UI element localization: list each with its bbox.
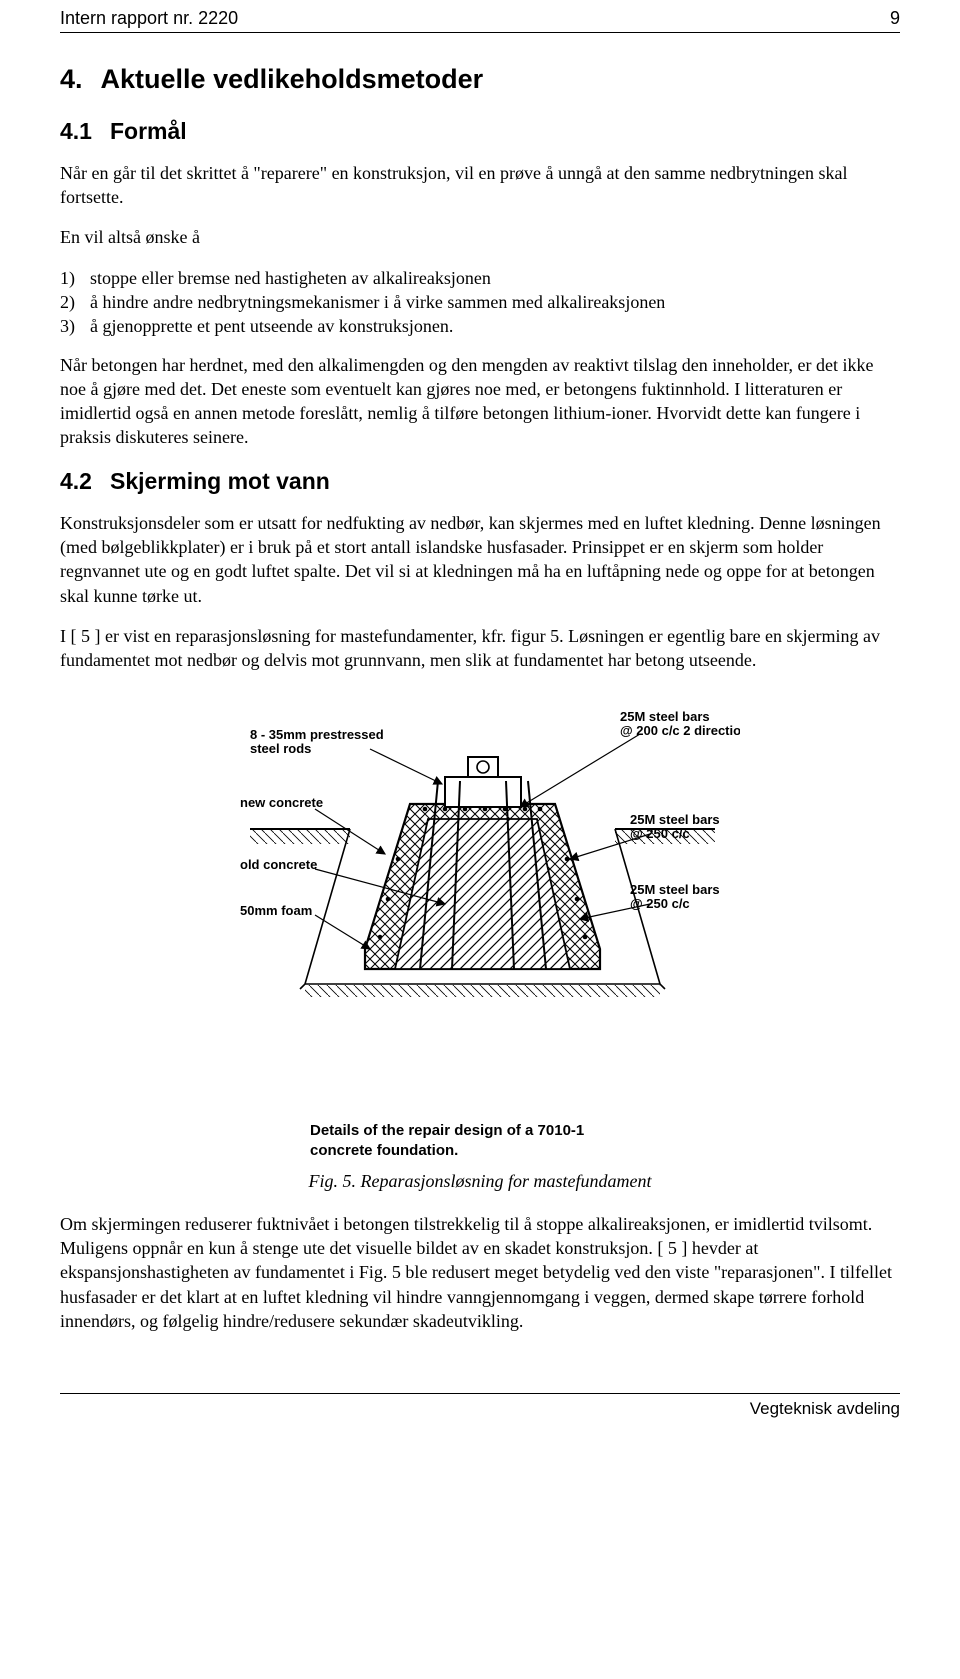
heading-4-2-title: Skjerming mot vann (110, 468, 330, 494)
label-bars-mid-1: 25M steel bars (630, 812, 720, 827)
heading-4-2: 4.2 Skjerming mot vann (60, 466, 900, 497)
figure-5: 8 - 35mm prestressed steel rods new conc… (60, 689, 900, 1162)
list-item-text: å gjenopprette et pent utseende av konst… (90, 314, 900, 338)
label-bars-top-1: 25M steel bars (620, 709, 710, 724)
label-bars-bot-1: 25M steel bars (630, 882, 720, 897)
list-item-text: å hindre andre nedbrytningsmekanismer i … (90, 290, 900, 314)
label-old-concrete: old concrete (240, 857, 317, 872)
label-foam: 50mm foam (240, 903, 312, 918)
heading-4-1: 4.1 Formål (60, 116, 900, 147)
label-rods-2: steel rods (250, 741, 311, 756)
page-header: Intern rapport nr. 2220 9 (60, 0, 900, 32)
heading-4-1-title: Formål (110, 118, 187, 144)
paragraph: Konstruksjonsdeler som er utsatt for ned… (60, 511, 900, 608)
heading-4-title: Aktuelle vedlikeholdsmetoder (101, 64, 484, 94)
figure-internal-caption: Details of the repair design of a 7010-1… (220, 1121, 740, 1162)
heading-4-2-number: 4.2 (60, 466, 92, 497)
heading-4: 4. Aktuelle vedlikeholdsmetoder (60, 61, 900, 97)
paragraph: Om skjermingen reduserer fuktnivået i be… (60, 1212, 900, 1333)
label-bars-bot-2: @ 250 c/c (630, 896, 690, 911)
page-footer: Vegteknisk avdeling (60, 1394, 900, 1421)
paragraph: Når betongen har herdnet, med den alkali… (60, 353, 900, 450)
header-page-number: 9 (890, 6, 900, 30)
list-item-number: 1) (60, 266, 90, 290)
figure-internal-caption-l2: concrete foundation. (310, 1141, 740, 1161)
header-rule (60, 32, 900, 33)
figure-internal-caption-l1: Details of the repair design of a 7010-1 (310, 1121, 740, 1141)
list-item-number: 3) (60, 314, 90, 338)
foundation-diagram-icon: 8 - 35mm prestressed steel rods new conc… (220, 689, 740, 1109)
list-item-number: 2) (60, 290, 90, 314)
label-new-concrete: new concrete (240, 795, 323, 810)
list-item: 3) å gjenopprette et pent utseende av ko… (60, 314, 900, 338)
list-item-text: stoppe eller bremse ned hastigheten av a… (90, 266, 900, 290)
paragraph: I [ 5 ] er vist en reparasjonsløsning fo… (60, 624, 900, 673)
figure-caption: Fig. 5. Reparasjonsløsning for mastefund… (60, 1169, 900, 1193)
label-bars-mid-2: @ 250 c/c (630, 826, 690, 841)
list-item: 2) å hindre andre nedbrytningsmekanismer… (60, 290, 900, 314)
list-intro: En vil altså ønske å (60, 225, 900, 249)
label-bars-top-2: @ 200 c/c 2 directions (620, 723, 740, 738)
heading-4-number: 4. (60, 61, 83, 97)
numbered-list: 1) stoppe eller bremse ned hastigheten a… (60, 266, 900, 339)
heading-4-1-number: 4.1 (60, 116, 92, 147)
paragraph: Når en går til det skrittet å "reparere"… (60, 161, 900, 210)
label-rods-1: 8 - 35mm prestressed (250, 727, 384, 742)
header-left: Intern rapport nr. 2220 (60, 6, 238, 30)
list-item: 1) stoppe eller bremse ned hastigheten a… (60, 266, 900, 290)
